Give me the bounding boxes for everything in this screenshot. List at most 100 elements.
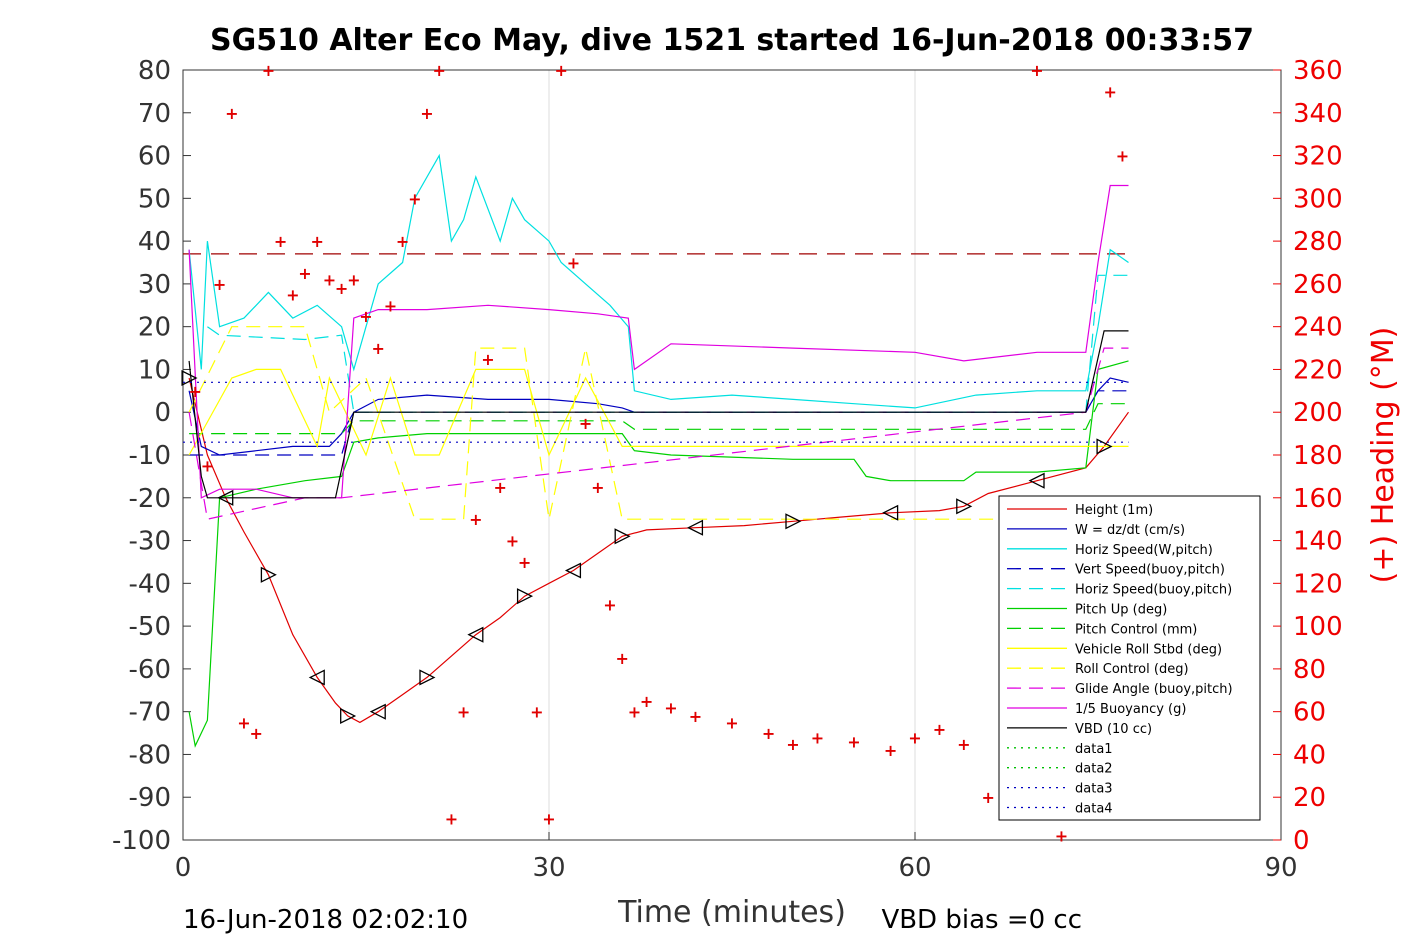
heading-point: + [286,286,299,305]
heading-point: + [323,271,336,290]
series-line-9 [188,326,1129,520]
heading-point: + [542,810,555,829]
y-right-tick-label: 40 [1293,740,1326,770]
height-marker [686,519,704,536]
x-axis: 0 30 60 90 [175,832,1298,883]
y-tick-label: 30 [138,270,171,300]
legend-entry: VBD (10 cc) [1075,722,1152,737]
heading-point: + [957,735,970,754]
heading-point: + [884,741,897,760]
y-tick-label: 20 [138,313,171,343]
heading-point: + [603,596,616,615]
y-right-tick-label: 360 [1293,56,1343,86]
y-right-tick-label: 20 [1293,783,1326,813]
heading-point: + [530,703,543,722]
y-tick-label: -60 [129,655,171,685]
y-right-tick-label: 100 [1293,612,1343,642]
height-marker [217,489,234,506]
heading-point: + [664,698,677,717]
height-marker [369,703,386,720]
height-marker [956,498,973,515]
y-right-tick-label: 240 [1293,313,1343,343]
heading-point: + [371,339,384,358]
y-right-tick-label: 280 [1293,227,1343,257]
height-marker [340,707,357,724]
heading-point: + [811,728,824,747]
heading-point: + [628,703,641,722]
legend-entry: Glide Angle (buoy,pitch) [1075,682,1233,697]
y-axis-left: 80 70 60 50 40 30 20 10 0 -10 -20 -30 -40 -50 -60 -70 -8… [112,56,191,856]
legend-entry: Pitch Up (deg) [1075,603,1167,618]
series-line-7 [189,403,1129,435]
heading-point: + [506,532,519,551]
legend-entry: Horiz Speed(W,pitch) [1075,543,1213,558]
heading-markers: ++++++++++++++++++++++++++++++++++++++ + +… [188,61,1129,846]
legend-entry: 1/5 Buoyancy (g) [1075,702,1186,717]
legend-entry: data2 [1075,762,1113,777]
heading-point: + [1116,147,1129,166]
series-line-11 [188,184,1129,499]
y-right-tick-label: 320 [1293,142,1343,172]
height-marker [882,504,899,521]
x-tick-label: 0 [175,853,192,883]
y-right-tick-label: 260 [1293,270,1343,300]
y-tick-label: 60 [138,142,171,172]
height-marker [419,669,436,686]
heading-point: + [908,728,921,747]
heading-point: + [201,457,214,476]
height-marker [308,669,325,686]
heading-point: + [237,713,250,732]
series-line-6 [188,360,1129,748]
y-right-tick-label: 120 [1293,569,1343,599]
y-tick-label: 80 [138,56,171,86]
heading-point: + [262,61,275,80]
heading-point: + [249,724,262,743]
y-tick-label: -20 [129,484,171,514]
y-right-tick-label: 80 [1293,655,1326,685]
height-marker [785,513,802,530]
y-right-tick-label: 160 [1293,484,1343,514]
legend-entry: data4 [1075,802,1113,817]
y-right-tick-label: 60 [1293,698,1326,728]
heading-point: + [1055,827,1068,846]
heading-point: + [188,382,201,401]
heading-point: + [298,264,311,283]
heading-point: + [847,733,860,752]
series-line-2 [188,377,1129,456]
y-tick-label: -80 [129,740,171,770]
y-tick-label: -40 [129,569,171,599]
heading-point: + [518,553,531,572]
heading-point: + [933,720,946,739]
legend-entry: Horiz Speed(buoy,pitch) [1075,583,1232,598]
footer-vbd-bias: VBD bias =0 cc [881,905,1082,935]
x-axis-label: Time (minutes) [617,895,846,930]
series-line-4 [189,390,1129,456]
series-line-3 [188,153,1129,409]
height-marker [564,562,582,579]
chart-title: SG510 Alter Eco May, dive 1521 started 1… [210,23,1254,58]
series-line-12 [188,330,1129,499]
y-tick-label: -90 [129,783,171,813]
heading-point: + [347,271,360,290]
heading-point: + [579,414,592,433]
legend-entry: data1 [1075,742,1113,757]
x-tick-label: 60 [898,853,931,883]
y-right-tick-label: 0 [1293,826,1310,856]
heading-point: + [457,703,470,722]
heading-point: + [1030,61,1043,80]
heading-point: + [493,478,506,497]
series-line-1 [188,377,1129,724]
series-line-5 [207,274,1129,413]
y-tick-label: -50 [129,612,171,642]
heading-point: + [567,254,580,273]
y-tick-label: 10 [138,355,171,385]
y-right-tick-label: 340 [1293,99,1343,129]
heading-point: + [481,350,494,369]
heading-point: + [725,713,738,732]
legend-entry: Height (1m) [1075,503,1153,518]
heading-point: + [408,189,421,208]
plot-series [181,153,1129,748]
x-tick-label: 90 [1264,853,1297,883]
heading-point: + [591,478,604,497]
heading-point: + [689,707,702,726]
